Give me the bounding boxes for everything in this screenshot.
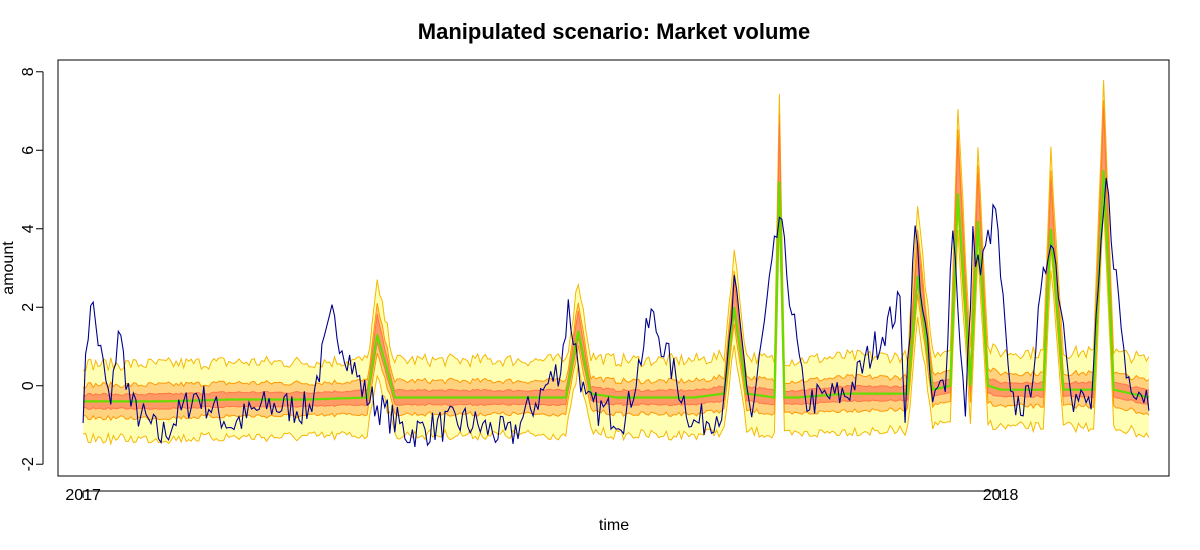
band-outer-upper-edge: [82, 80, 1150, 372]
y-tick-label: 6: [20, 146, 37, 155]
y-tick-label: 4: [20, 224, 37, 233]
band-middle-upper-edge: [83, 100, 1150, 389]
y-tick-label: 8: [20, 67, 37, 76]
series-lines: [82, 169, 1150, 448]
observed-line: [82, 177, 1150, 448]
y-axis: -2 0 2 4 6 8: [20, 67, 44, 471]
x-tick-label: 2017: [65, 487, 101, 504]
x-axis: 2017 2018: [65, 487, 1018, 504]
uncertainty-bands: [82, 80, 1150, 446]
y-tick-label: 0: [20, 381, 37, 390]
y-tick-label: 2: [20, 303, 37, 312]
band-outer-lower-edge: [83, 205, 1150, 446]
median-line: [83, 169, 1150, 403]
y-tick-label: -2: [20, 457, 37, 471]
y-axis-label: amount: [0, 241, 17, 295]
plot-frame: [57, 59, 1170, 477]
chart-title: Manipulated scenario: Market volume: [418, 19, 810, 44]
x-axis-label: time: [599, 517, 629, 534]
x-tick-label: 2018: [983, 487, 1019, 504]
